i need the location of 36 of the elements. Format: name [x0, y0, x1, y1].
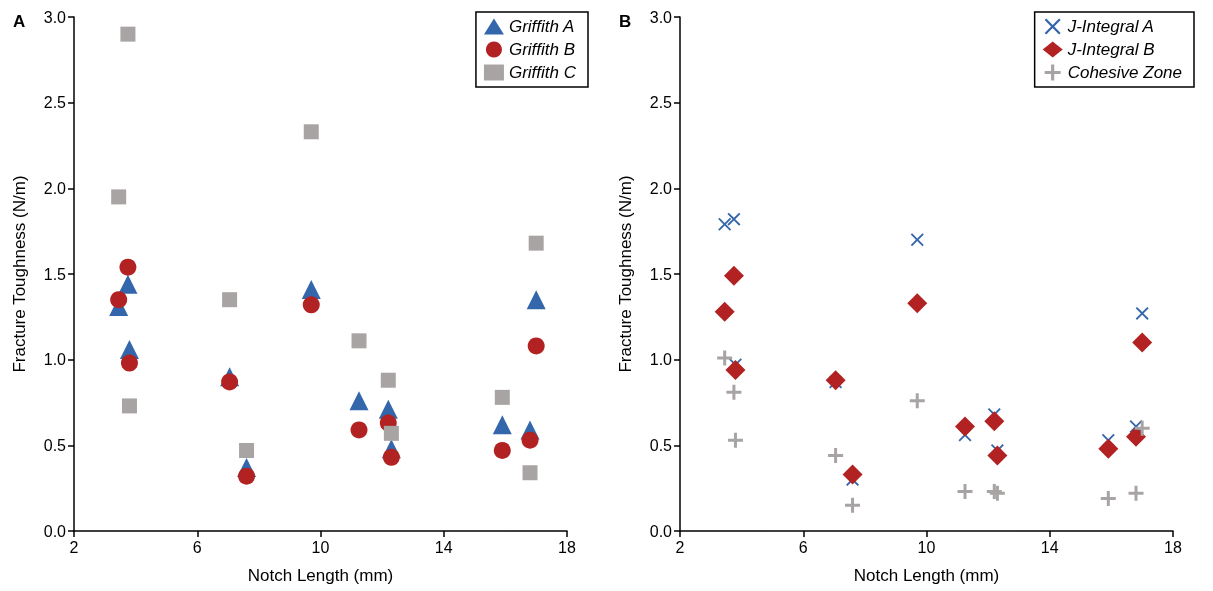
y-tick-label: 2.0 — [649, 179, 673, 197]
x-tick-label: 6 — [798, 538, 808, 556]
y-tick-label: 1.0 — [43, 351, 67, 369]
y-tick-label: 1.5 — [649, 265, 673, 283]
chart-title: A — [13, 12, 26, 31]
legend-label: Cohesive Zone — [1067, 63, 1182, 82]
x-tick-label: 14 — [434, 538, 453, 556]
legend-label: Griffith A — [508, 17, 575, 36]
x-tick-label: 6 — [192, 538, 202, 556]
legend-label: J-Integral B — [1066, 40, 1155, 59]
y-tick-label: 2.0 — [43, 179, 67, 197]
y-tick-label: 3.0 — [649, 8, 673, 26]
legend-label: J-Integral A — [1066, 17, 1154, 36]
legend-label: Griffith B — [508, 40, 576, 59]
y-tick-label: 2.5 — [43, 94, 67, 112]
x-tick-label: 2 — [675, 538, 685, 556]
y-tick-label: 0.5 — [649, 436, 673, 454]
x-tick-label: 2 — [69, 538, 79, 556]
x-tick-label: 10 — [917, 538, 936, 556]
legend-label: Griffith C — [508, 63, 577, 82]
y-axis-title: Fracture Toughness (N/m) — [10, 175, 29, 373]
y-axis-title: Fracture Toughness (N/m) — [616, 175, 635, 373]
y-tick-label: 2.5 — [649, 94, 673, 112]
y-tick-label: 0.5 — [43, 436, 67, 454]
x-axis-title: Notch Length (mm) — [247, 566, 394, 585]
x-tick-label: 14 — [1040, 538, 1059, 556]
y-tick-label: 3.0 — [43, 8, 67, 26]
y-tick-label: 1.0 — [649, 351, 673, 369]
y-tick-label: 0.0 — [43, 522, 67, 540]
x-tick-label: 18 — [1164, 538, 1182, 556]
x-tick-label: 18 — [558, 538, 576, 556]
chart-title: B — [619, 12, 632, 31]
y-tick-label: 0.0 — [649, 522, 673, 540]
x-tick-label: 10 — [311, 538, 330, 556]
y-tick-label: 1.5 — [43, 265, 67, 283]
x-axis-title: Notch Length (mm) — [853, 566, 1000, 585]
